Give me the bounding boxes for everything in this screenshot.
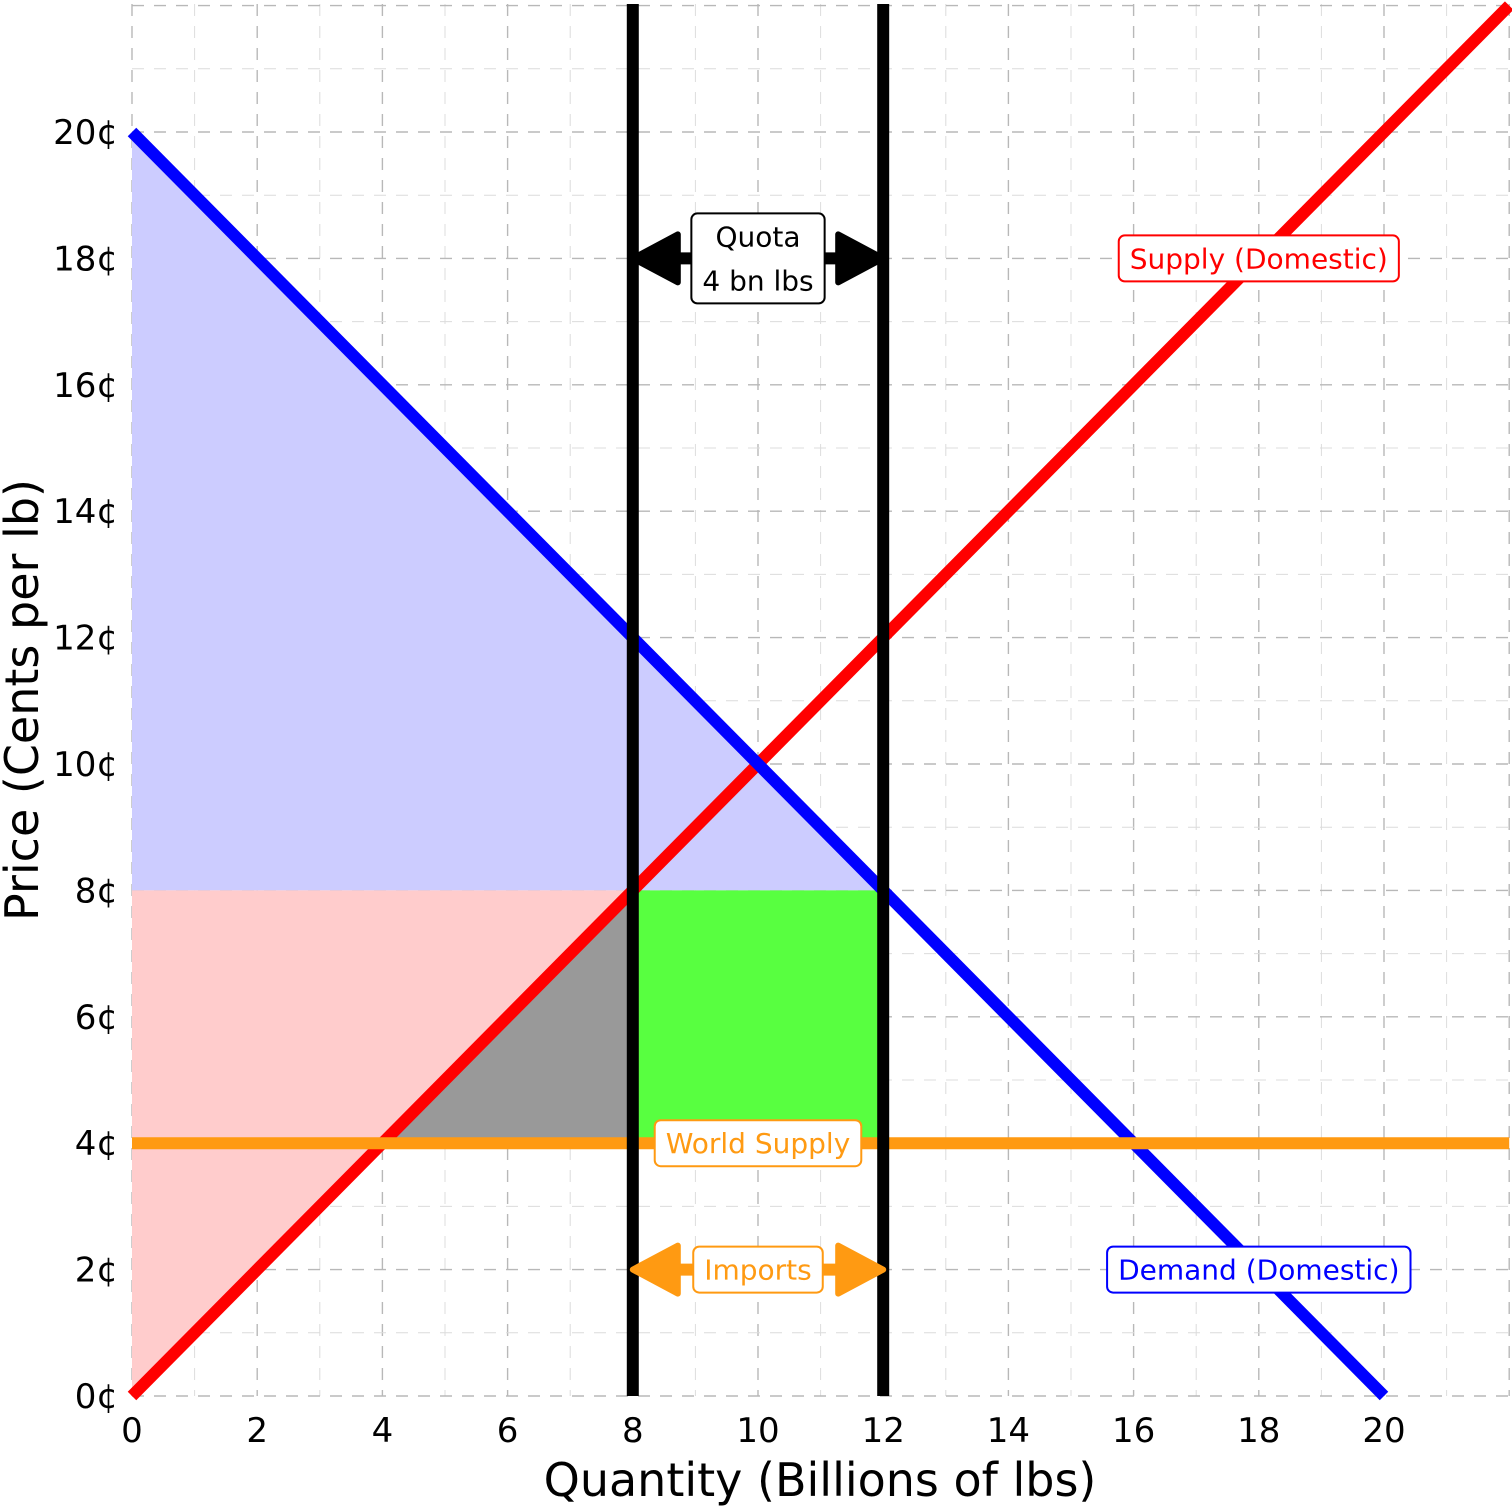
arrow-head-right — [835, 1242, 887, 1297]
annotation-text: 4 bn lbs — [702, 264, 813, 297]
tick-labels: 0 2 4 6 8 10 12 14 16 18 20 0¢ 2¢ 4¢ 6¢ 8¢ 10¢ 12¢ 14¢ 16¢ 1… — [53, 113, 1406, 1451]
y-tick-label: 0¢ — [75, 1377, 118, 1417]
x-tick-label: 4 — [372, 1411, 394, 1451]
annotation-1: Demand (Domestic) — [1106, 1245, 1412, 1294]
annotation-2: World Supply — [653, 1119, 863, 1168]
quota-lines — [626, 4, 890, 1396]
annotations: Supply (Domestic) Demand (Domestic) World … — [653, 212, 1412, 1294]
x-tick-label: 8 — [622, 1411, 644, 1451]
y-tick-label: 6¢ — [75, 998, 118, 1038]
annotation-3: Imports — [692, 1245, 824, 1294]
annotation-box — [1106, 1245, 1412, 1294]
annotation-box — [692, 1245, 824, 1294]
annotation-box — [690, 212, 826, 305]
x-tick-label: 2 — [246, 1411, 268, 1451]
y-tick-label: 16¢ — [53, 366, 118, 406]
arrow-head-left — [629, 231, 681, 286]
annotation-0: Supply (Domestic) — [1117, 234, 1400, 283]
arrow-head-left — [629, 1242, 681, 1297]
y-tick-label: 20¢ — [53, 113, 118, 153]
x-tick-label: 6 — [497, 1411, 519, 1451]
y-tick-label: 2¢ — [75, 1251, 118, 1291]
annotation-4: Quota 4 bn lbs — [690, 212, 826, 305]
annotation-text: Quota — [715, 220, 800, 253]
y-tick-label: 10¢ — [53, 745, 118, 785]
x-tick-label: 12 — [862, 1411, 905, 1451]
y-tick-label: 8¢ — [75, 871, 118, 911]
annotation-text: Imports — [704, 1254, 812, 1287]
annotation-text: Demand (Domestic) — [1118, 1254, 1399, 1287]
annotation-text: Supply (Domestic) — [1130, 242, 1388, 275]
region-3 — [632, 890, 884, 1144]
x-tick-label: 18 — [1237, 1411, 1280, 1451]
y-axis-title: Price (Cents per lb) — [0, 479, 49, 921]
x-axis-title: Quantity (Billions of lbs) — [544, 1453, 1097, 1507]
y-tick-label: 18¢ — [53, 239, 118, 279]
y-tick-label: 14¢ — [53, 492, 118, 532]
x-tick-label: 14 — [987, 1411, 1030, 1451]
x-tick-label: 16 — [1112, 1411, 1155, 1451]
arrow-head-right — [835, 231, 887, 286]
series-line-1 — [127, 127, 1389, 1401]
y-tick-label: 4¢ — [75, 1124, 118, 1164]
annotation-text: World Supply — [666, 1127, 851, 1160]
y-tick-label: 12¢ — [53, 619, 118, 659]
annotation-box — [1117, 234, 1400, 283]
x-tick-label: 20 — [1362, 1411, 1405, 1451]
annotation-box — [653, 1119, 863, 1168]
x-tick-label: 10 — [736, 1411, 779, 1451]
x-tick-label: 0 — [121, 1411, 143, 1451]
